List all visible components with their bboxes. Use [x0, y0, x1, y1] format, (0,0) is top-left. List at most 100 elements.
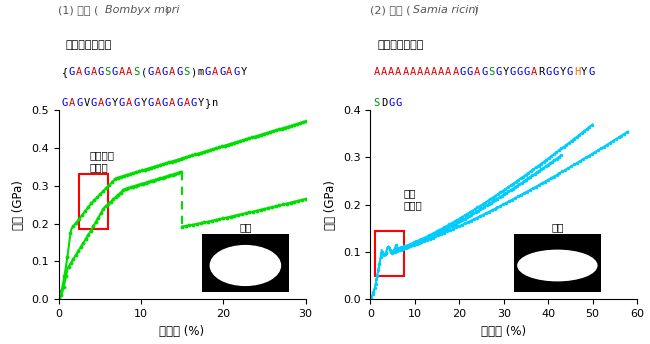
Text: G: G [467, 67, 473, 77]
Text: A: A [183, 98, 190, 108]
Text: ): ) [190, 67, 197, 77]
Text: A: A [474, 67, 480, 77]
Ellipse shape [210, 246, 281, 286]
Text: }: } [205, 98, 211, 108]
Text: G: G [62, 98, 68, 108]
Text: G: G [148, 98, 154, 108]
Text: A: A [169, 67, 176, 77]
Text: Y: Y [560, 67, 566, 77]
Ellipse shape [518, 250, 597, 281]
Text: A: A [424, 67, 430, 77]
Text: G: G [205, 67, 211, 77]
Text: A: A [445, 67, 452, 77]
Text: Y: Y [140, 98, 147, 108]
Text: G: G [69, 67, 75, 77]
Text: G: G [545, 67, 552, 77]
Text: A: A [212, 67, 218, 77]
Text: G: G [83, 67, 90, 77]
Text: G: G [219, 67, 226, 77]
Text: G: G [395, 98, 402, 108]
Text: S: S [374, 98, 380, 108]
Text: n: n [212, 98, 218, 108]
Text: A: A [395, 67, 402, 77]
Text: G: G [517, 67, 523, 77]
Text: 写真: 写真 [551, 222, 564, 232]
Text: 繰り返し配列：: 繰り返し配列： [377, 40, 423, 50]
Text: A: A [126, 67, 133, 77]
Text: G: G [176, 67, 183, 77]
Text: A: A [431, 67, 437, 77]
Text: m: m [198, 67, 204, 77]
Y-axis label: 応力 (GPa): 応力 (GPa) [324, 180, 337, 229]
Text: S: S [133, 67, 140, 77]
Text: Y: Y [502, 67, 509, 77]
Text: G: G [588, 67, 595, 77]
Text: Y: Y [112, 98, 118, 108]
Text: (1) 家蚕 (: (1) 家蚕 ( [58, 5, 99, 15]
Text: A: A [98, 98, 104, 108]
Text: G: G [105, 98, 111, 108]
Text: G: G [190, 98, 197, 108]
Text: V: V [83, 98, 90, 108]
Text: A: A [119, 67, 125, 77]
Text: G: G [481, 67, 488, 77]
Text: 写真: 写真 [239, 222, 252, 232]
Text: A: A [402, 67, 409, 77]
Text: G: G [510, 67, 516, 77]
Text: S: S [488, 67, 495, 77]
Text: A: A [69, 98, 75, 108]
Text: (: ( [140, 67, 147, 77]
Text: A: A [155, 67, 161, 77]
Text: A: A [155, 98, 161, 108]
Text: G: G [567, 67, 573, 77]
Text: G: G [552, 67, 559, 77]
X-axis label: ひずみ (%): ひずみ (%) [159, 324, 205, 337]
Text: R: R [538, 67, 545, 77]
Text: A: A [374, 67, 380, 77]
Text: Samia ricini: Samia ricini [413, 5, 478, 15]
Text: G: G [233, 67, 240, 77]
Text: ): ) [473, 5, 478, 15]
Text: Y: Y [240, 67, 247, 77]
Bar [79, 174, 108, 229]
Text: G: G [112, 67, 118, 77]
Text: S: S [183, 67, 190, 77]
Text: (2) 野蚕 (: (2) 野蚕 ( [370, 5, 411, 15]
Text: G: G [460, 67, 466, 77]
Text: A: A [531, 67, 538, 77]
Text: A: A [417, 67, 423, 77]
Text: {: { [62, 67, 68, 77]
Text: Bombyx mori: Bombyx mori [105, 5, 180, 15]
Text: A: A [169, 98, 176, 108]
Text: A: A [90, 67, 97, 77]
Y-axis label: 応力 (GPa): 応力 (GPa) [12, 180, 25, 229]
Text: G: G [162, 67, 168, 77]
Text: G: G [90, 98, 97, 108]
Text: 鋭い
降伏点: 鋭い 降伏点 [404, 188, 422, 211]
Text: A: A [410, 67, 416, 77]
Text: G: G [98, 67, 104, 77]
Text: A: A [452, 67, 459, 77]
Text: G: G [388, 98, 395, 108]
Text: Y: Y [198, 98, 204, 108]
Text: G: G [119, 98, 125, 108]
Text: G: G [148, 67, 154, 77]
Text: A: A [381, 67, 387, 77]
Text: Y: Y [581, 67, 588, 77]
Text: G: G [76, 98, 83, 108]
Text: 緩やかな
降伏点: 緩やかな 降伏点 [90, 150, 115, 172]
Text: H: H [574, 67, 580, 77]
Text: G: G [133, 98, 140, 108]
Text: A: A [76, 67, 83, 77]
Text: S: S [105, 67, 111, 77]
Text: G: G [176, 98, 183, 108]
Text: A: A [226, 67, 233, 77]
Bar [375, 231, 404, 276]
Text: G: G [162, 98, 168, 108]
Text: 繰り返し配列：: 繰り返し配列： [65, 40, 111, 50]
Text: G: G [524, 67, 530, 77]
Text: A: A [126, 98, 133, 108]
X-axis label: ひずみ (%): ひずみ (%) [481, 324, 526, 337]
Text: A: A [388, 67, 395, 77]
Text: D: D [381, 98, 387, 108]
